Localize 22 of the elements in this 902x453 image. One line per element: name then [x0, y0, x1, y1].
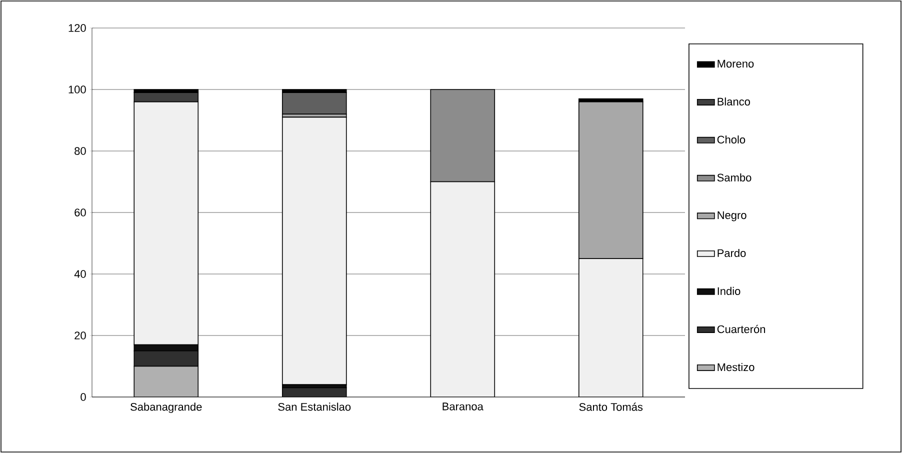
- x-tick-label: Santo Tomás: [579, 402, 643, 411]
- legend-label: Pardo: [718, 248, 746, 258]
- legend-label: Negro: [718, 211, 746, 222]
- y-tick-label: 100: [68, 86, 86, 94]
- bar: [282, 92, 347, 114]
- bar: [282, 116, 347, 386]
- legend-label: Cuarterón: [717, 324, 766, 334]
- y-tick-label: 60: [74, 208, 86, 216]
- legend-label: Indio: [718, 286, 740, 296]
- x-tick-label: Baranoa: [442, 402, 484, 410]
- legend-label: Moreno: [718, 60, 754, 68]
- y-tick-label: 40: [74, 270, 86, 278]
- x-tick-label: San Estanislao: [278, 402, 351, 411]
- y-tick-label: 20: [74, 332, 86, 340]
- legend-label: Sambo: [717, 173, 752, 182]
- legend-label: Cholo: [717, 135, 746, 144]
- y-tick-label: 120: [68, 24, 86, 32]
- x-tick-label: Sabanagrande: [130, 402, 202, 413]
- y-tick-label: 80: [74, 147, 86, 155]
- y-tick-label: 0: [80, 393, 86, 401]
- legend-label: Mestizo: [718, 363, 754, 372]
- legend-label: Blanco: [718, 97, 750, 106]
